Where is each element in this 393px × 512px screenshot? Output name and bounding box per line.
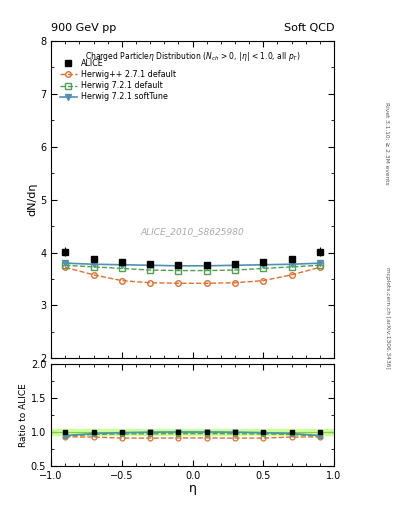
Text: 900 GeV pp: 900 GeV pp <box>51 23 116 33</box>
Text: ALICE_2010_S8625980: ALICE_2010_S8625980 <box>141 227 244 236</box>
Text: Rivet 3.1.10; ≥ 2.3M events: Rivet 3.1.10; ≥ 2.3M events <box>385 102 389 185</box>
Bar <box>51 429 334 435</box>
Y-axis label: dN/dη: dN/dη <box>27 183 37 217</box>
Y-axis label: Ratio to ALICE: Ratio to ALICE <box>19 383 28 446</box>
X-axis label: η: η <box>189 482 196 495</box>
Text: mcplots.cern.ch [arXiv:1306.3436]: mcplots.cern.ch [arXiv:1306.3436] <box>385 267 389 368</box>
Text: Charged Particle$\eta$ Distribution ($N_{ch}$ > 0, |$\eta$| < 1.0, all $p_T$): Charged Particle$\eta$ Distribution ($N_… <box>84 51 301 63</box>
Legend: ALICE, Herwig++ 2.7.1 default, Herwig 7.2.1 default, Herwig 7.2.1 softTune: ALICE, Herwig++ 2.7.1 default, Herwig 7.… <box>58 58 177 103</box>
Text: Soft QCD: Soft QCD <box>284 23 334 33</box>
